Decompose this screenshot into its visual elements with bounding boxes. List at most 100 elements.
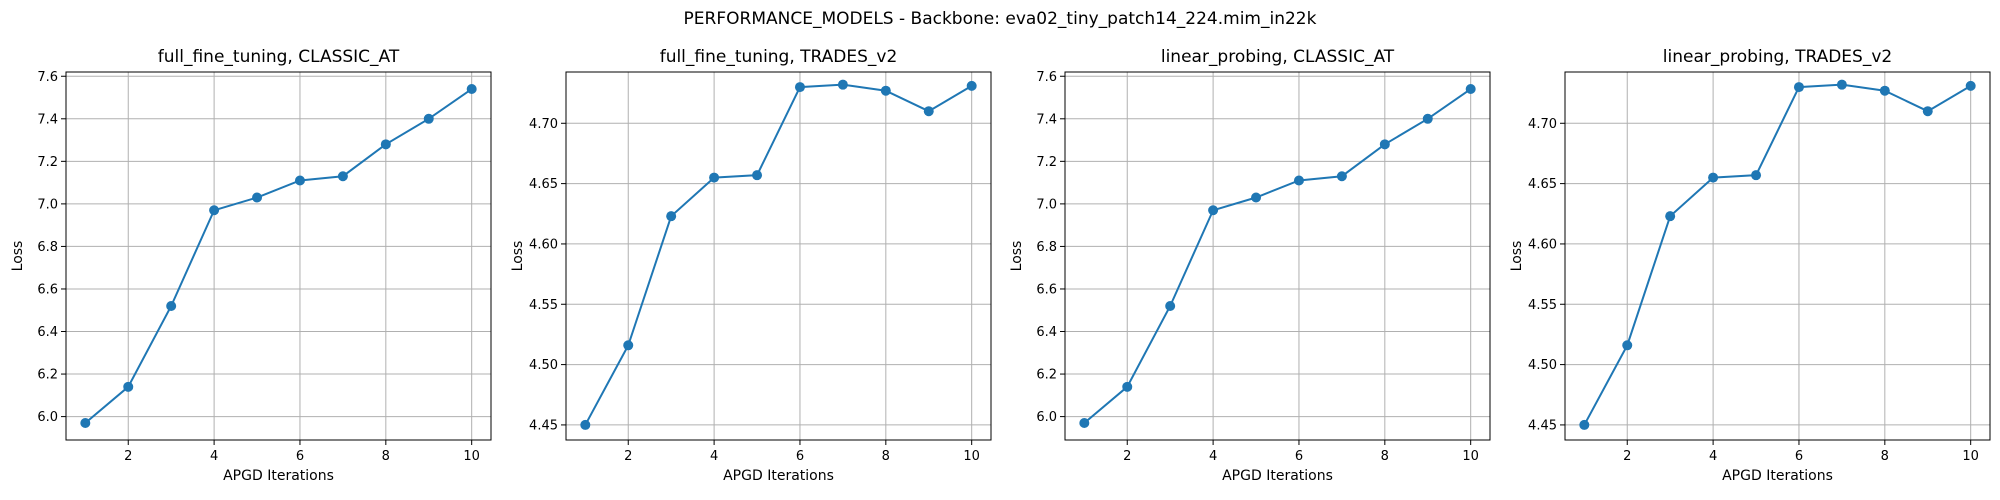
x-tick-label: 4 — [1709, 449, 1717, 464]
series-line — [584, 83, 973, 426]
data-point — [1122, 381, 1133, 392]
x-tick-label: 6 — [1295, 449, 1303, 464]
plot-area — [66, 72, 491, 440]
x-tick-label: 8 — [882, 449, 890, 464]
subplot-title: full_fine_tuning, TRADES_v2 — [660, 47, 898, 67]
x-tick-label: 2 — [1623, 449, 1631, 464]
y-axis-label: Loss — [510, 241, 526, 272]
x-axis-label: APGD Iterations — [723, 468, 834, 484]
data-point — [1665, 211, 1676, 222]
y-axis-label: Loss — [1009, 241, 1025, 272]
data-point — [794, 82, 805, 93]
y-tick-label: 4.55 — [529, 298, 558, 313]
data-point — [1336, 171, 1347, 182]
y-tick-label: 4.50 — [1528, 358, 1557, 373]
data-point — [1922, 106, 1933, 117]
y-tick-label: 7.4 — [1036, 112, 1057, 127]
subplot-1: 2 4 6 8 10 6.0 6.2 6.4 6.6 6.8 7.0 7.2 7.4 7.6 full_fi… — [10, 47, 492, 484]
data-point — [966, 80, 977, 91]
data-point — [252, 192, 263, 203]
y-tick-label: 7.6 — [37, 70, 58, 85]
series-line — [1083, 88, 1472, 424]
y-tick-label: 7.2 — [1036, 155, 1057, 170]
x-tick-label: 10 — [463, 449, 480, 464]
data-point — [1965, 80, 1976, 91]
y-tick-label: 6.0 — [1036, 410, 1057, 425]
subplot-title: full_fine_tuning, CLASSIC_AT — [158, 47, 400, 67]
y-tick-label: 7.6 — [1036, 70, 1057, 85]
plot-area — [1065, 72, 1490, 440]
data-point — [623, 340, 634, 351]
y-tick-label: 4.55 — [1528, 298, 1557, 313]
data-point — [1208, 205, 1219, 216]
axes-frame — [65, 71, 492, 441]
y-tick-label: 6.8 — [37, 240, 58, 255]
data-point — [380, 139, 391, 150]
y-tick-label: 6.8 — [1036, 240, 1057, 255]
y-axis-label: Loss — [10, 241, 26, 272]
data-point — [166, 300, 177, 311]
data-point — [1165, 300, 1176, 311]
y-tick-label: 6.2 — [37, 368, 58, 383]
axes-frame — [1064, 71, 1491, 441]
data-point — [837, 79, 848, 90]
axes-frame — [1564, 71, 1991, 441]
data-point — [294, 175, 305, 186]
plot-area — [1565, 72, 1990, 440]
panels: 2 4 6 8 10 6.0 6.2 6.4 6.6 6.8 7.0 7.2 7.4 7.6 full_fi… — [10, 47, 1991, 484]
y-tick-label: 7.2 — [37, 155, 58, 170]
data-point — [1465, 84, 1476, 95]
x-tick-label: 10 — [963, 449, 980, 464]
subplot-4: 2 4 6 8 10 4.45 4.50 4.55 4.60 4.65 4.70 linear_pro… — [1509, 47, 1991, 484]
data-point — [1079, 417, 1090, 428]
x-tick-label: 2 — [1123, 449, 1131, 464]
y-tick-label: 4.65 — [529, 177, 558, 192]
y-tick-label: 6.4 — [1036, 325, 1057, 340]
x-tick-label: 6 — [796, 449, 804, 464]
data-point — [123, 381, 134, 392]
data-point — [1251, 192, 1262, 203]
y-tick-label: 7.0 — [37, 197, 58, 212]
data-point — [423, 113, 434, 124]
y-tick-label: 4.60 — [529, 237, 558, 252]
x-axis-label: APGD Iterations — [1222, 468, 1333, 484]
y-tick-label: 4.50 — [529, 358, 558, 373]
data-point — [466, 84, 477, 95]
y-tick-label: 6.0 — [37, 410, 58, 425]
data-point — [880, 85, 891, 96]
subplot-3: 2 4 6 8 10 6.0 6.2 6.4 6.6 6.8 7.0 7.2 7.4 7.6 linear_… — [1009, 47, 1491, 484]
y-axis-label: Loss — [1509, 241, 1525, 272]
y-tick-label: 4.65 — [1528, 177, 1557, 192]
y-tick-label: 4.45 — [1528, 418, 1557, 433]
axes-frame — [565, 71, 992, 441]
data-point — [1422, 113, 1433, 124]
data-point — [1708, 172, 1719, 183]
subplot-title: linear_probing, CLASSIC_AT — [1161, 47, 1395, 67]
series-line — [1583, 83, 1972, 426]
y-tick-label: 4.60 — [1528, 237, 1557, 252]
data-point — [1793, 82, 1804, 93]
y-tick-label: 6.6 — [37, 282, 58, 297]
x-tick-label: 8 — [1381, 449, 1389, 464]
y-tick-label: 7.0 — [1036, 197, 1057, 212]
x-tick-label: 4 — [710, 449, 718, 464]
data-point — [1879, 85, 1890, 96]
data-point — [923, 106, 934, 117]
x-tick-label: 8 — [1881, 449, 1889, 464]
x-tick-label: 8 — [382, 449, 390, 464]
subplot-title: linear_probing, TRADES_v2 — [1663, 47, 1892, 67]
x-tick-label: 10 — [1962, 449, 1979, 464]
subplot-2: 2 4 6 8 10 4.45 4.50 4.55 4.60 4.65 4.70 full_fine_… — [510, 47, 992, 484]
x-tick-label: 4 — [1209, 449, 1217, 464]
data-point — [752, 170, 763, 181]
data-point — [209, 205, 220, 216]
data-point — [1751, 170, 1762, 181]
y-tick-label: 6.6 — [1036, 282, 1057, 297]
data-point — [709, 172, 720, 183]
figure-title: PERFORMANCE_MODELS - Backbone: eva02_tin… — [684, 9, 1317, 29]
data-point — [1379, 139, 1390, 150]
data-point — [580, 419, 591, 430]
x-tick-label: 6 — [1795, 449, 1803, 464]
data-point — [1836, 79, 1847, 90]
y-tick-label: 4.70 — [529, 117, 558, 132]
